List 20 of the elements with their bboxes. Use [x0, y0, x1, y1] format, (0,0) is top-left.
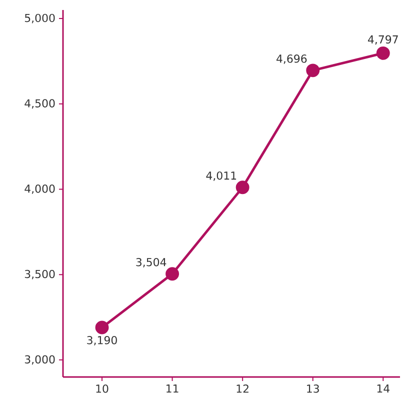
- x-tick-label: 14: [377, 384, 390, 392]
- data-label: 4,011: [206, 171, 236, 181]
- y-tick-label: 4,500: [24, 99, 55, 109]
- data-label: 3,504: [136, 258, 166, 268]
- x-tick-label: 11: [166, 384, 178, 392]
- x-tick-label: 13: [307, 384, 319, 393]
- data-label: 4,696: [276, 54, 307, 64]
- y-tick-label: 3,000: [24, 355, 55, 365]
- point: [166, 267, 180, 281]
- data-label: 4,797: [368, 35, 398, 45]
- point: [376, 46, 390, 60]
- point: [236, 180, 250, 194]
- point: [95, 320, 109, 334]
- x-tick-label: 12: [236, 384, 248, 393]
- point: [306, 64, 320, 78]
- x-tick-label: 10: [96, 384, 108, 393]
- data-label: 3,190: [87, 336, 117, 346]
- y-tick-label: 5,000: [24, 14, 55, 24]
- y-tick-label: 3,500: [24, 270, 55, 280]
- y-tick-label: 4,000: [24, 184, 55, 194]
